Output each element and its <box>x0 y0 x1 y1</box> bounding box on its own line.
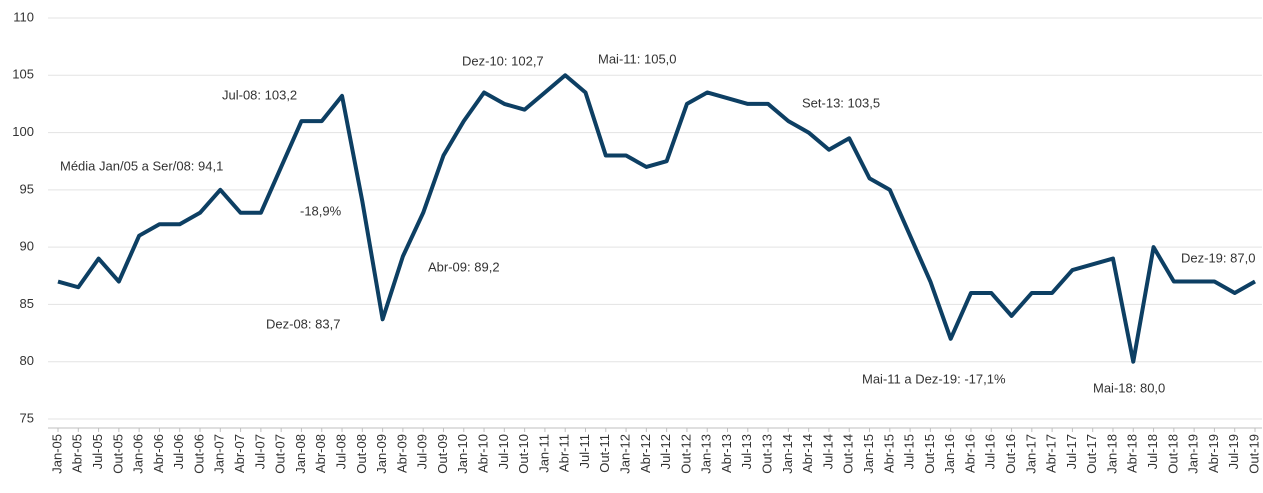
x-tick-label: Jan-11 <box>536 434 551 473</box>
x-tick-label: Jul-11 <box>577 434 592 468</box>
x-tick-label: Jan-10 <box>455 434 470 474</box>
annotation: Média Jan/05 a Ser/08: 94,1 <box>60 158 223 173</box>
x-tick-label: Abr-17 <box>1044 434 1059 473</box>
x-tick-label: Out-08 <box>354 434 369 474</box>
annotation: -18,9% <box>300 203 342 218</box>
x-tick-label: Jul-19 <box>1226 434 1241 469</box>
x-tick-label: Jan-07 <box>212 434 227 474</box>
x-tick-label: Abr-19 <box>1206 434 1221 473</box>
x-tick-label: Jan-13 <box>699 434 714 474</box>
x-tick-label: Out-05 <box>110 434 125 474</box>
x-tick-label: Out-09 <box>435 434 450 474</box>
x-tick-label: Abr-05 <box>70 434 85 473</box>
x-tick-label: Jul-13 <box>739 434 754 469</box>
x-tick-label: Jan-14 <box>780 434 795 474</box>
x-tick-label: Jul-05 <box>90 434 105 469</box>
x-tick-label: Jan-08 <box>293 434 308 474</box>
annotation: Mai-11: 105,0 <box>598 51 677 66</box>
x-tick-label: Jul-18 <box>1145 434 1160 469</box>
x-tick-label: Out-10 <box>516 434 531 474</box>
annotation: Abr-09: 89,2 <box>428 259 500 274</box>
x-tick-label: Jul-10 <box>496 434 511 469</box>
x-tick-label: Out-07 <box>273 434 288 474</box>
x-tick-label: Jul-16 <box>983 434 998 469</box>
y-tick-label: 105 <box>12 67 34 82</box>
x-tick-label: Jul-09 <box>415 434 430 469</box>
x-tick-label: Out-12 <box>678 434 693 474</box>
x-tick-label: Abr-09 <box>394 434 409 473</box>
annotation: Mai-11 a Dez-19: -17,1% <box>862 371 1006 386</box>
x-tick-label: Out-18 <box>1165 434 1180 474</box>
x-tick-label: Abr-08 <box>313 434 328 473</box>
x-tick-label: Abr-06 <box>151 434 166 473</box>
annotation: Dez-19: 87,0 <box>1181 250 1255 265</box>
y-tick-label: 100 <box>12 124 34 139</box>
y-tick-label: 80 <box>20 353 34 368</box>
x-tick-label: Abr-12 <box>638 434 653 473</box>
x-tick-label: Jan-06 <box>131 434 146 474</box>
y-tick-label: 110 <box>13 9 34 24</box>
x-tick-label: Jul-17 <box>1064 434 1079 469</box>
x-tick-label: Out-17 <box>1084 434 1099 474</box>
annotation: Set-13: 103,5 <box>802 95 880 110</box>
x-tick-label: Out-16 <box>1003 434 1018 474</box>
x-tick-label: Jan-19 <box>1186 434 1201 474</box>
annotation: Jul-08: 103,2 <box>222 87 297 102</box>
y-tick-label: 90 <box>20 239 34 254</box>
x-tick-label: Jul-08 <box>333 434 348 469</box>
x-tick-label: Jul-06 <box>171 434 186 469</box>
y-tick-label: 75 <box>20 410 34 425</box>
x-tick-label: Jul-14 <box>820 434 835 469</box>
x-tick-label: Out-15 <box>922 434 937 474</box>
annotation: Mai-18: 80,0 <box>1093 380 1165 395</box>
x-tick-label: Jan-18 <box>1104 434 1119 474</box>
annotation: Dez-10: 102,7 <box>462 53 544 68</box>
y-tick-label: 85 <box>20 296 34 311</box>
x-tick-label: Out-14 <box>841 434 856 474</box>
annotation: Dez-08: 83,7 <box>266 316 340 331</box>
x-tick-label: Jan-09 <box>374 434 389 474</box>
x-tick-label: Abr-07 <box>232 434 247 473</box>
x-tick-label: Abr-16 <box>962 434 977 473</box>
x-tick-label: Jan-12 <box>618 434 633 474</box>
x-tick-label: Jul-12 <box>658 434 673 469</box>
x-tick-label: Out-13 <box>760 434 775 474</box>
x-tick-label: Jul-07 <box>252 434 267 469</box>
x-tick-label: Abr-10 <box>475 434 490 473</box>
x-tick-label: Out-06 <box>191 434 206 474</box>
line <box>57 73 1256 364</box>
x-tick-label: Jul-15 <box>902 434 917 469</box>
y-tick-label: 95 <box>20 181 34 196</box>
x-tick-label: Abr-13 <box>719 434 734 473</box>
x-tick-label: Abr-14 <box>800 434 815 473</box>
x-tick-label: Jan-05 <box>49 434 64 474</box>
x-tick-label: Abr-18 <box>1125 434 1140 473</box>
x-tick-label: Abr-15 <box>881 434 896 473</box>
x-tick-label: Out-11 <box>597 434 612 473</box>
x-tick-label: Jan-17 <box>1023 434 1038 474</box>
x-tick-label: Out-19 <box>1246 434 1261 474</box>
x-tick-label: Jan-16 <box>942 434 957 474</box>
x-tick-label: Jan-15 <box>861 434 876 474</box>
x-tick-label: Abr-11 <box>557 434 572 472</box>
